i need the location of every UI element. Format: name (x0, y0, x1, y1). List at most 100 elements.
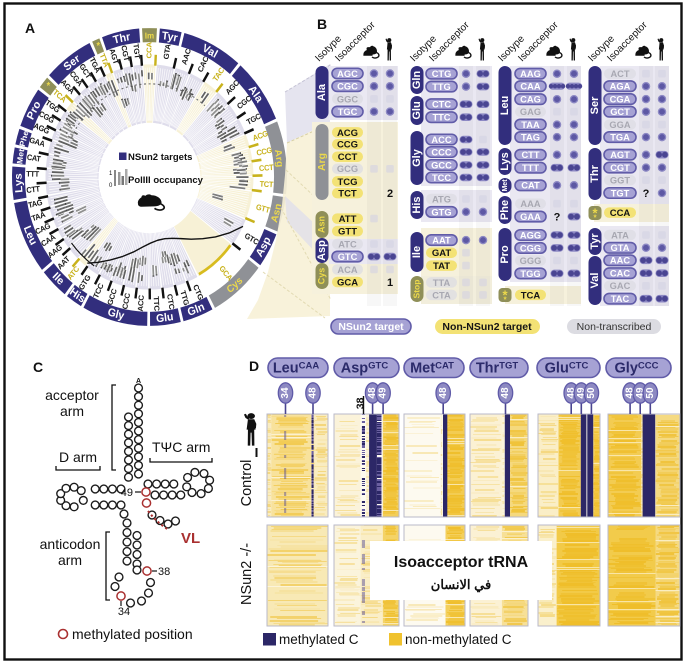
svg-text:AAT: AAT (432, 236, 451, 246)
svg-text:D: D (249, 358, 259, 374)
svg-text:Ala: Ala (316, 83, 328, 101)
svg-text:Phe: Phe (499, 200, 511, 220)
svg-text:34: 34 (280, 387, 291, 399)
svg-text:TTG: TTG (432, 82, 451, 92)
svg-text:CGT: CGT (119, 44, 131, 62)
svg-text:CCC: CCC (121, 292, 133, 311)
svg-text:GTT: GTT (255, 202, 271, 215)
svg-text:34: 34 (118, 606, 130, 618)
svg-text:Met: Met (15, 148, 27, 165)
svg-text:methylated position: methylated position (72, 626, 193, 642)
svg-text:Non-transcribed: Non-transcribed (577, 321, 652, 333)
svg-text:TAA: TAA (521, 120, 540, 130)
svg-text:TAG: TAG (27, 198, 43, 210)
svg-text:38: 38 (355, 397, 367, 409)
svg-text:TTT: TTT (26, 169, 39, 179)
svg-text:CTC: CTC (432, 100, 451, 110)
svg-text:Gly: Gly (411, 148, 423, 167)
svg-text:49: 49 (576, 387, 587, 399)
svg-text:NSun2 -/-: NSun2 -/- (239, 543, 255, 605)
svg-text:CCA: CCA (145, 41, 154, 58)
svg-text:GAA: GAA (520, 212, 541, 222)
svg-text:*: * (502, 288, 508, 303)
svg-text:arm: arm (60, 403, 84, 419)
svg-text:TAG: TAG (521, 133, 540, 143)
svg-text:PolIII occupancy: PolIII occupancy (128, 175, 204, 186)
svg-text:AGG: AGG (520, 230, 541, 240)
svg-text:CCG: CCG (256, 145, 273, 158)
svg-text:Asn: Asn (316, 216, 326, 233)
svg-text:ACC: ACC (431, 135, 451, 145)
svg-text:TCG: TCG (337, 177, 357, 188)
svg-text:48: 48 (566, 387, 577, 399)
svg-text:38: 38 (158, 566, 170, 578)
svg-text:48: 48 (367, 387, 378, 399)
svg-text:48: 48 (500, 387, 511, 399)
svg-text:CCA: CCA (610, 208, 631, 219)
svg-text:ATA: ATA (611, 230, 629, 240)
svg-text:49: 49 (635, 387, 646, 399)
svg-text:TGA: TGA (610, 133, 630, 143)
svg-text:GGT: GGT (610, 176, 630, 186)
svg-text:*: * (503, 296, 507, 305)
svg-text:AGT: AGT (610, 150, 630, 160)
svg-text:49: 49 (378, 387, 389, 399)
svg-text:CTA: CTA (432, 290, 451, 300)
svg-text:Lys: Lys (499, 152, 511, 171)
svg-text:ATT: ATT (339, 214, 357, 225)
svg-text:GTT: GTT (338, 227, 357, 238)
svg-text:Stop: Stop (411, 280, 421, 299)
svg-text:Gly: Gly (106, 306, 126, 323)
svg-text:Isoacceptor tRNA: Isoacceptor tRNA (394, 554, 529, 571)
svg-text:GCC: GCC (431, 160, 452, 170)
svg-text:GTA: GTA (162, 43, 173, 60)
svg-text:في الانسان: في الانسان (431, 577, 491, 593)
svg-text:TGG: TGG (520, 269, 540, 279)
svg-text:TAC: TAC (611, 294, 630, 304)
svg-text:*: * (592, 206, 598, 221)
svg-text:TAA: TAA (30, 209, 46, 223)
svg-text:2: 2 (387, 188, 393, 200)
svg-text:Glu: Glu (156, 311, 175, 326)
svg-text:AAC: AAC (610, 256, 630, 266)
svg-text:CTG: CTG (432, 69, 452, 79)
svg-text:AGA: AGA (610, 82, 631, 92)
svg-text:CAT: CAT (521, 181, 540, 191)
svg-text:48: 48 (308, 387, 319, 399)
svg-text:Thr: Thr (112, 31, 132, 47)
svg-text:TTC: TTC (432, 113, 450, 123)
svg-text:CGC: CGC (337, 82, 358, 92)
svg-text:B: B (317, 16, 327, 32)
svg-text:TCT: TCT (259, 179, 274, 189)
svg-text:49: 49 (121, 487, 133, 499)
svg-text:methylated C: methylated C (279, 632, 359, 647)
svg-text:TGC: TGC (338, 107, 358, 117)
svg-text:GTA: GTA (611, 243, 630, 253)
svg-text:*: * (593, 214, 597, 223)
svg-text:NSun2 targets: NSun2 targets (128, 152, 192, 163)
svg-text:Asp: Asp (316, 240, 328, 261)
svg-text:GGG: GGG (520, 256, 542, 266)
svg-text:GGC: GGC (337, 94, 358, 104)
svg-text:D arm: D arm (59, 449, 97, 465)
svg-text:AAG: AAG (520, 69, 541, 79)
svg-text:A: A (136, 378, 141, 385)
svg-text:GAT: GAT (432, 248, 452, 259)
svg-text:CCT: CCT (338, 152, 358, 163)
svg-text:Ile: Ile (411, 246, 423, 258)
svg-text:ACA: ACA (337, 265, 357, 275)
svg-text:His: His (411, 196, 423, 213)
svg-text:*: * (97, 41, 101, 51)
svg-text:ATG: ATG (432, 194, 451, 204)
svg-text:CAG: CAG (520, 95, 541, 105)
svg-text:ACC: ACC (136, 294, 146, 312)
svg-text:50: 50 (645, 387, 656, 399)
svg-text:Non-NSun2 target: Non-NSun2 target (442, 321, 532, 333)
svg-text:*: * (47, 81, 51, 91)
svg-text:Pro: Pro (499, 245, 511, 264)
svg-text:CAT: CAT (26, 152, 41, 163)
svg-text:48: 48 (625, 387, 636, 399)
svg-text:CTT: CTT (26, 184, 41, 195)
svg-text:CCG: CCG (337, 140, 358, 151)
svg-text:TGT: TGT (611, 188, 630, 198)
